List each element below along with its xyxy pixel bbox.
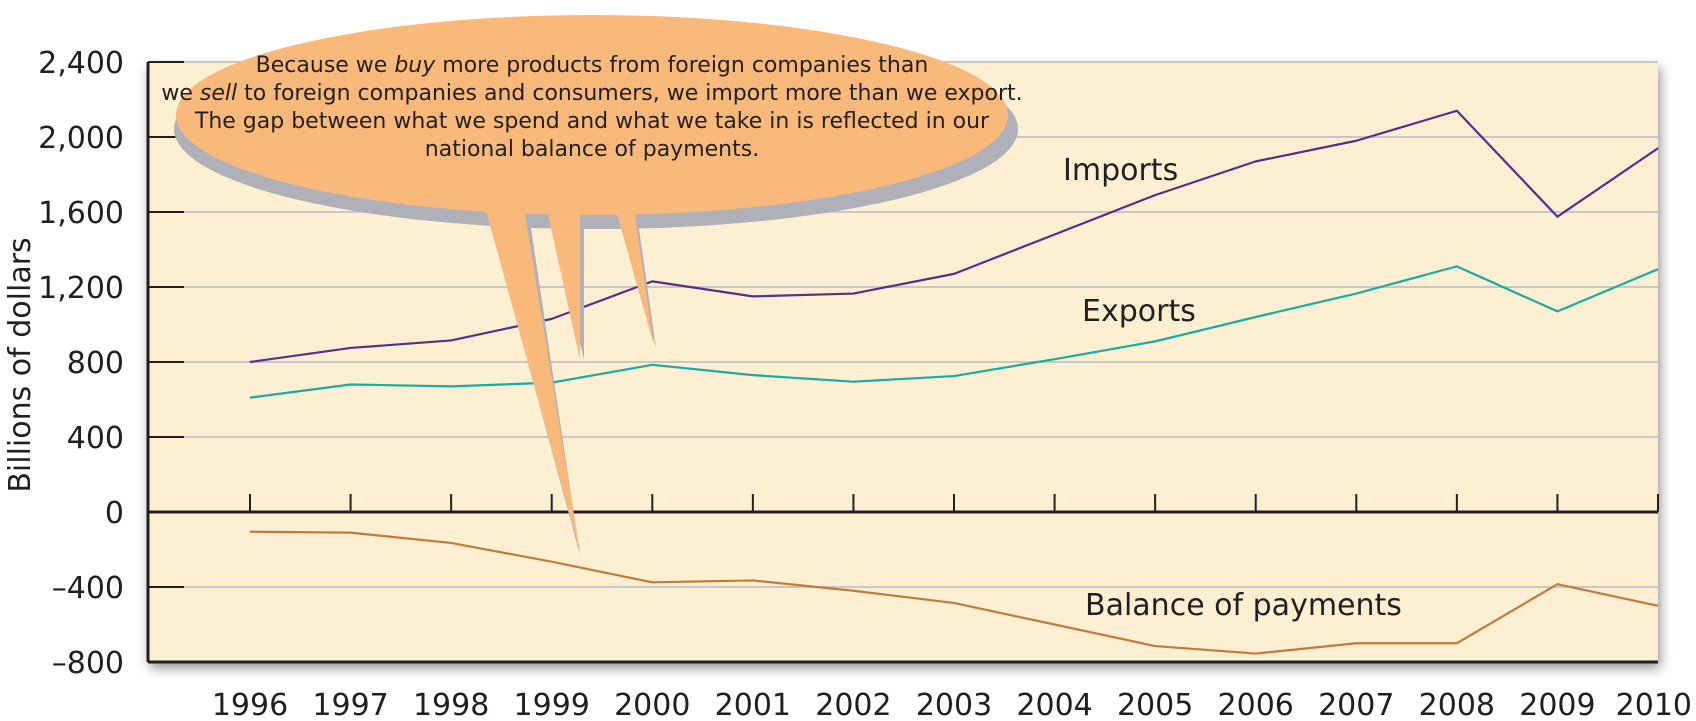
data-point (1657, 147, 1659, 149)
x-tick-labels: 1996 1997 1998 1999 2000 2001 2002 2003 2004 2005… (212, 688, 1692, 721)
data-point (1556, 583, 1558, 585)
callout-text-line: The gap between what we spend and what w… (194, 109, 990, 134)
y-tick-label: 0 (105, 496, 124, 531)
data-point (651, 581, 653, 583)
data-point (450, 385, 452, 387)
data-point (852, 381, 854, 383)
callout-text-span: national balance of payments. (425, 137, 759, 162)
y-tick-label: 2,400 (38, 46, 124, 81)
data-point (1154, 645, 1156, 647)
series-label-exports: Exports (1082, 294, 1196, 329)
x-tick-label: 2001 (715, 688, 791, 721)
data-point (1657, 268, 1659, 270)
x-tick-label: 2008 (1419, 688, 1495, 721)
series-label-balance-of-payments: Balance of payments (1085, 588, 1402, 623)
callout-text-line: we sell to foreign companies and consume… (161, 81, 1022, 106)
x-tick-label: 1998 (413, 688, 489, 721)
axes (146, 61, 1659, 664)
data-point (249, 531, 251, 533)
callout-text-span: we (161, 81, 200, 106)
data-point (752, 295, 754, 297)
y-tick-label: –800 (52, 646, 124, 681)
callout-text-line: national balance of payments. (425, 137, 759, 162)
data-point (752, 374, 754, 376)
data-point (1456, 642, 1458, 644)
data-point (551, 318, 553, 320)
callout-pointer-1 (482, 196, 580, 552)
data-point (1556, 216, 1558, 218)
data-point (752, 579, 754, 581)
x-tick-label: 2005 (1117, 688, 1193, 721)
data-point (1255, 653, 1257, 655)
callout-pointer-2 (544, 196, 580, 360)
series-labels: Imports Exports Balance of payments (1063, 153, 1402, 623)
x-tick-label: 2007 (1318, 688, 1394, 721)
x-tick-label: 2010 (1616, 688, 1692, 721)
data-point (1154, 194, 1156, 196)
data-point (249, 397, 251, 399)
data-point (1556, 310, 1558, 312)
callout-text-span: The gap between what we spend and what w… (194, 109, 990, 134)
y-tick-label: 800 (67, 346, 124, 381)
data-point (1255, 316, 1257, 318)
y-tick-label: 1,200 (38, 271, 124, 306)
callout-text-span: to foreign companies and consumers, we i… (237, 81, 1023, 106)
data-point (1456, 110, 1458, 112)
callout-emphasis: buy (394, 53, 436, 78)
data-point (953, 375, 955, 377)
callout-pointer-3 (612, 196, 654, 346)
callout-text-span: more products from foreign companies tha… (435, 53, 928, 78)
y-tick-label: 1,600 (38, 196, 124, 231)
y-tick-label: 2,000 (38, 121, 124, 156)
data-point (1355, 642, 1357, 644)
data-point (953, 602, 955, 604)
x-tick-label: 2006 (1218, 688, 1294, 721)
x-tick-label: 1997 (312, 688, 388, 721)
data-point (450, 339, 452, 341)
x-tick-label: 2002 (815, 688, 891, 721)
data-point (651, 364, 653, 366)
series-label-imports: Imports (1063, 153, 1178, 188)
callout-text-line: Because we buy more products from foreig… (256, 53, 929, 78)
data-point (1456, 265, 1458, 267)
y-tick-label: 400 (67, 421, 124, 456)
x-tick-label: 2000 (614, 688, 690, 721)
x-tick-label: 1996 (212, 688, 288, 721)
x-tick-label: 2003 (916, 688, 992, 721)
data-point (551, 561, 553, 563)
data-point (1657, 605, 1659, 607)
callout-text: Because we buy more products from foreig… (161, 53, 1022, 162)
data-point (1355, 140, 1357, 142)
x-tick-label: 2004 (1016, 688, 1092, 721)
x-tick-label: 1999 (514, 688, 590, 721)
data-point (350, 347, 352, 349)
data-point (1154, 340, 1156, 342)
data-point (953, 273, 955, 275)
data-point (249, 361, 251, 363)
data-point (1054, 234, 1056, 235)
series-lines (249, 109, 1659, 655)
data-point (1054, 358, 1056, 360)
callout-emphasis: sell (200, 81, 237, 106)
data-point (852, 590, 854, 592)
callout-bubble: Because we buy more products from foreig… (161, 15, 1023, 555)
y-tick-label: –400 (52, 571, 124, 606)
data-point (1255, 160, 1257, 162)
data-point (1355, 293, 1357, 295)
data-point (1054, 624, 1056, 625)
data-point (350, 532, 352, 534)
data-point (651, 280, 653, 282)
x-tick-label: 2009 (1519, 688, 1595, 721)
data-point (450, 542, 452, 544)
y-tick-labels: 2,400 2,000 1,600 1,200 800 400 0 –400 –800 (38, 46, 124, 681)
callout-text-span: Because we (256, 53, 395, 78)
data-point (852, 293, 854, 295)
callout-body (176, 15, 1008, 215)
y-axis-title: Billions of dollars (3, 237, 38, 492)
data-point (350, 384, 352, 385)
